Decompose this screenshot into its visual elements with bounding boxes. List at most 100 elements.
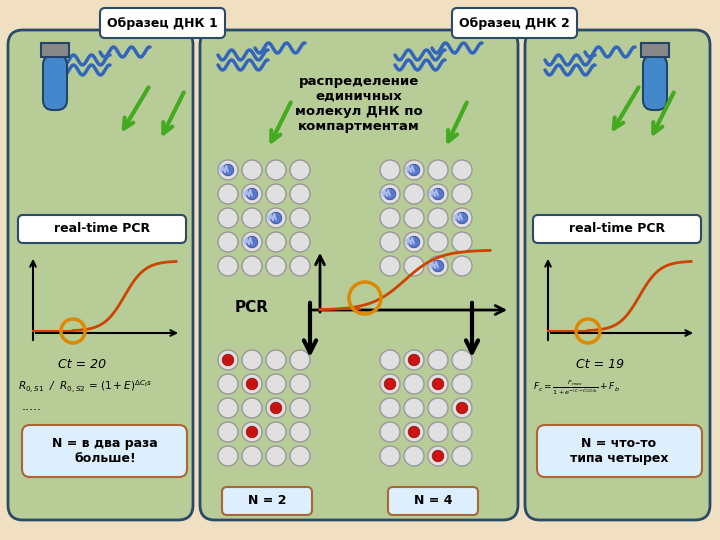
Circle shape: [428, 208, 448, 228]
FancyBboxPatch shape: [100, 8, 225, 38]
Text: real-time PCR: real-time PCR: [54, 222, 150, 235]
FancyBboxPatch shape: [200, 30, 518, 520]
Circle shape: [222, 164, 234, 176]
Circle shape: [428, 256, 448, 276]
Circle shape: [456, 212, 468, 224]
Circle shape: [266, 208, 286, 228]
Circle shape: [380, 232, 400, 252]
FancyBboxPatch shape: [222, 487, 312, 515]
Circle shape: [266, 232, 286, 252]
Circle shape: [452, 256, 472, 276]
Circle shape: [380, 184, 400, 204]
Circle shape: [218, 184, 238, 204]
Text: N = в два раза
больше!: N = в два раза больше!: [52, 437, 158, 465]
Circle shape: [242, 184, 262, 204]
Circle shape: [242, 374, 262, 394]
Text: N = 2: N = 2: [248, 495, 287, 508]
FancyBboxPatch shape: [22, 425, 187, 477]
Circle shape: [242, 446, 262, 466]
Circle shape: [218, 446, 238, 466]
Circle shape: [266, 160, 286, 180]
Circle shape: [404, 208, 424, 228]
Text: $F_c = \frac{F_{max}}{1+e^{-(C-C_{1/2})/k}} + F_b$: $F_c = \frac{F_{max}}{1+e^{-(C-C_{1/2})/…: [533, 378, 620, 397]
Circle shape: [218, 422, 238, 442]
Circle shape: [432, 450, 444, 462]
FancyBboxPatch shape: [525, 30, 710, 520]
Circle shape: [266, 446, 286, 466]
Circle shape: [290, 232, 310, 252]
Circle shape: [290, 446, 310, 466]
Circle shape: [242, 398, 262, 418]
Circle shape: [290, 208, 310, 228]
Circle shape: [452, 350, 472, 370]
Text: N = что-то
типа четырех: N = что-то типа четырех: [570, 437, 668, 465]
Circle shape: [404, 232, 424, 252]
Bar: [41, 43, 69, 57]
Circle shape: [404, 374, 424, 394]
Circle shape: [408, 236, 420, 248]
Circle shape: [266, 350, 286, 370]
Circle shape: [404, 398, 424, 418]
Circle shape: [290, 256, 310, 276]
Text: N = 4: N = 4: [414, 495, 452, 508]
Circle shape: [242, 422, 262, 442]
Text: Образец ДНК 1: Образец ДНК 1: [107, 17, 217, 30]
Text: .....: .....: [22, 400, 42, 413]
Circle shape: [404, 350, 424, 370]
Circle shape: [428, 160, 448, 180]
Bar: [641, 43, 669, 57]
Circle shape: [266, 374, 286, 394]
Circle shape: [432, 188, 444, 200]
Circle shape: [380, 208, 400, 228]
FancyBboxPatch shape: [643, 55, 667, 110]
Circle shape: [218, 208, 238, 228]
Circle shape: [218, 160, 238, 180]
Circle shape: [452, 208, 472, 228]
Circle shape: [428, 422, 448, 442]
Text: $R_{0,S1}$  /  $R_{0,S2}$ = $(1+E)^{\Delta C_t s}$: $R_{0,S1}$ / $R_{0,S2}$ = $(1+E)^{\Delta…: [18, 378, 152, 395]
FancyBboxPatch shape: [537, 425, 702, 477]
Circle shape: [218, 374, 238, 394]
Circle shape: [266, 422, 286, 442]
Text: Ct = 19: Ct = 19: [576, 358, 624, 371]
Circle shape: [246, 236, 258, 248]
Circle shape: [290, 350, 310, 370]
FancyBboxPatch shape: [388, 487, 478, 515]
Circle shape: [290, 184, 310, 204]
Circle shape: [290, 422, 310, 442]
Circle shape: [380, 398, 400, 418]
Circle shape: [266, 184, 286, 204]
Circle shape: [290, 374, 310, 394]
Circle shape: [408, 354, 420, 366]
Circle shape: [218, 350, 238, 370]
Circle shape: [452, 446, 472, 466]
Circle shape: [384, 378, 396, 390]
Circle shape: [380, 160, 400, 180]
Text: распределение
единичных
молекул ДНК по
компартментам: распределение единичных молекул ДНК по к…: [295, 75, 423, 133]
Circle shape: [432, 378, 444, 390]
Text: Образец ДНК 2: Образец ДНК 2: [459, 17, 570, 30]
Circle shape: [246, 188, 258, 200]
Circle shape: [290, 398, 310, 418]
Circle shape: [270, 212, 282, 224]
Circle shape: [222, 354, 234, 366]
Circle shape: [452, 184, 472, 204]
Circle shape: [408, 164, 420, 176]
Circle shape: [404, 160, 424, 180]
Circle shape: [218, 232, 238, 252]
Circle shape: [380, 422, 400, 442]
Circle shape: [218, 398, 238, 418]
Circle shape: [218, 256, 238, 276]
Circle shape: [452, 374, 472, 394]
Circle shape: [384, 188, 396, 200]
Circle shape: [246, 426, 258, 438]
Circle shape: [380, 350, 400, 370]
Circle shape: [242, 350, 262, 370]
Circle shape: [428, 184, 448, 204]
Text: PCR: PCR: [235, 300, 269, 315]
Circle shape: [242, 160, 262, 180]
Circle shape: [428, 398, 448, 418]
Circle shape: [404, 422, 424, 442]
Circle shape: [380, 256, 400, 276]
Circle shape: [428, 232, 448, 252]
